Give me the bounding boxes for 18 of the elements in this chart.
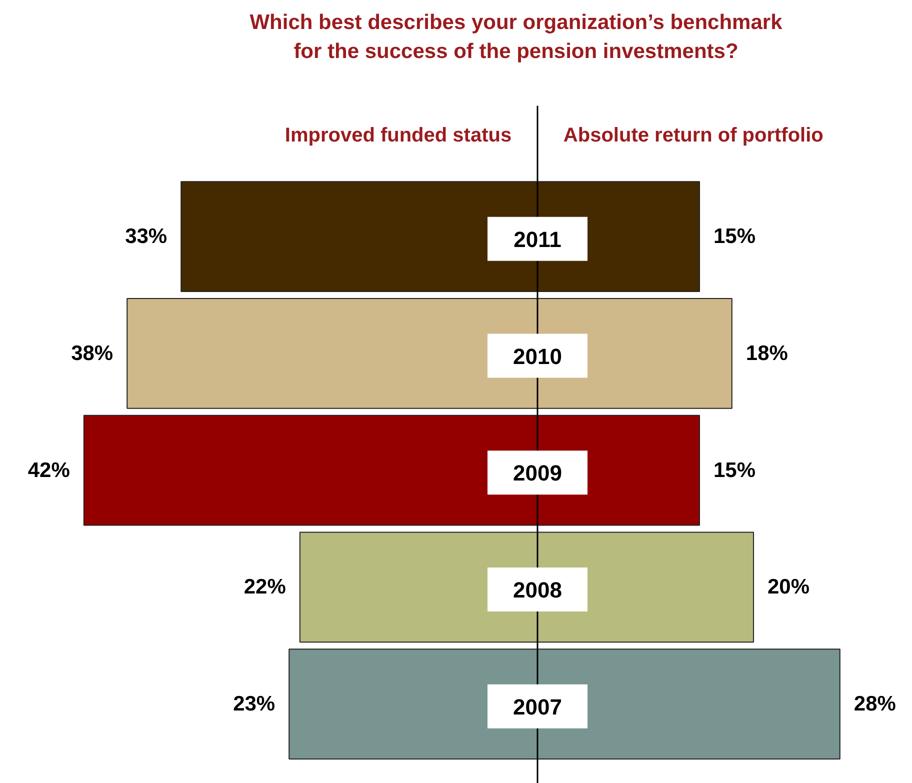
- data-label: 23%: [233, 692, 276, 716]
- y-tick-label: 2008: [513, 578, 562, 603]
- data-label: 42%: [28, 458, 70, 482]
- y-tick-label: 2009: [513, 460, 562, 486]
- series-label: Absolute return of portfolio: [563, 124, 824, 146]
- chart-title: Which best describes your organization’s benchmark for the success of the pension investments?: [250, 10, 782, 66]
- data-label: 15%: [714, 458, 756, 482]
- data-label: 33%: [125, 225, 168, 248]
- y-tick-label: 2011: [514, 226, 562, 252]
- y-tick-label: 2007: [513, 694, 562, 720]
- y-tick-label: 2010: [513, 344, 562, 369]
- data-label: 18%: [746, 342, 788, 365]
- data-label: 15%: [714, 225, 756, 248]
- data-label: 38%: [71, 342, 114, 365]
- data-label: 28%: [854, 692, 896, 716]
- series-label: Improved funded status: [284, 124, 512, 146]
- data-label: 22%: [244, 576, 286, 599]
- data-label: 20%: [768, 576, 810, 599]
